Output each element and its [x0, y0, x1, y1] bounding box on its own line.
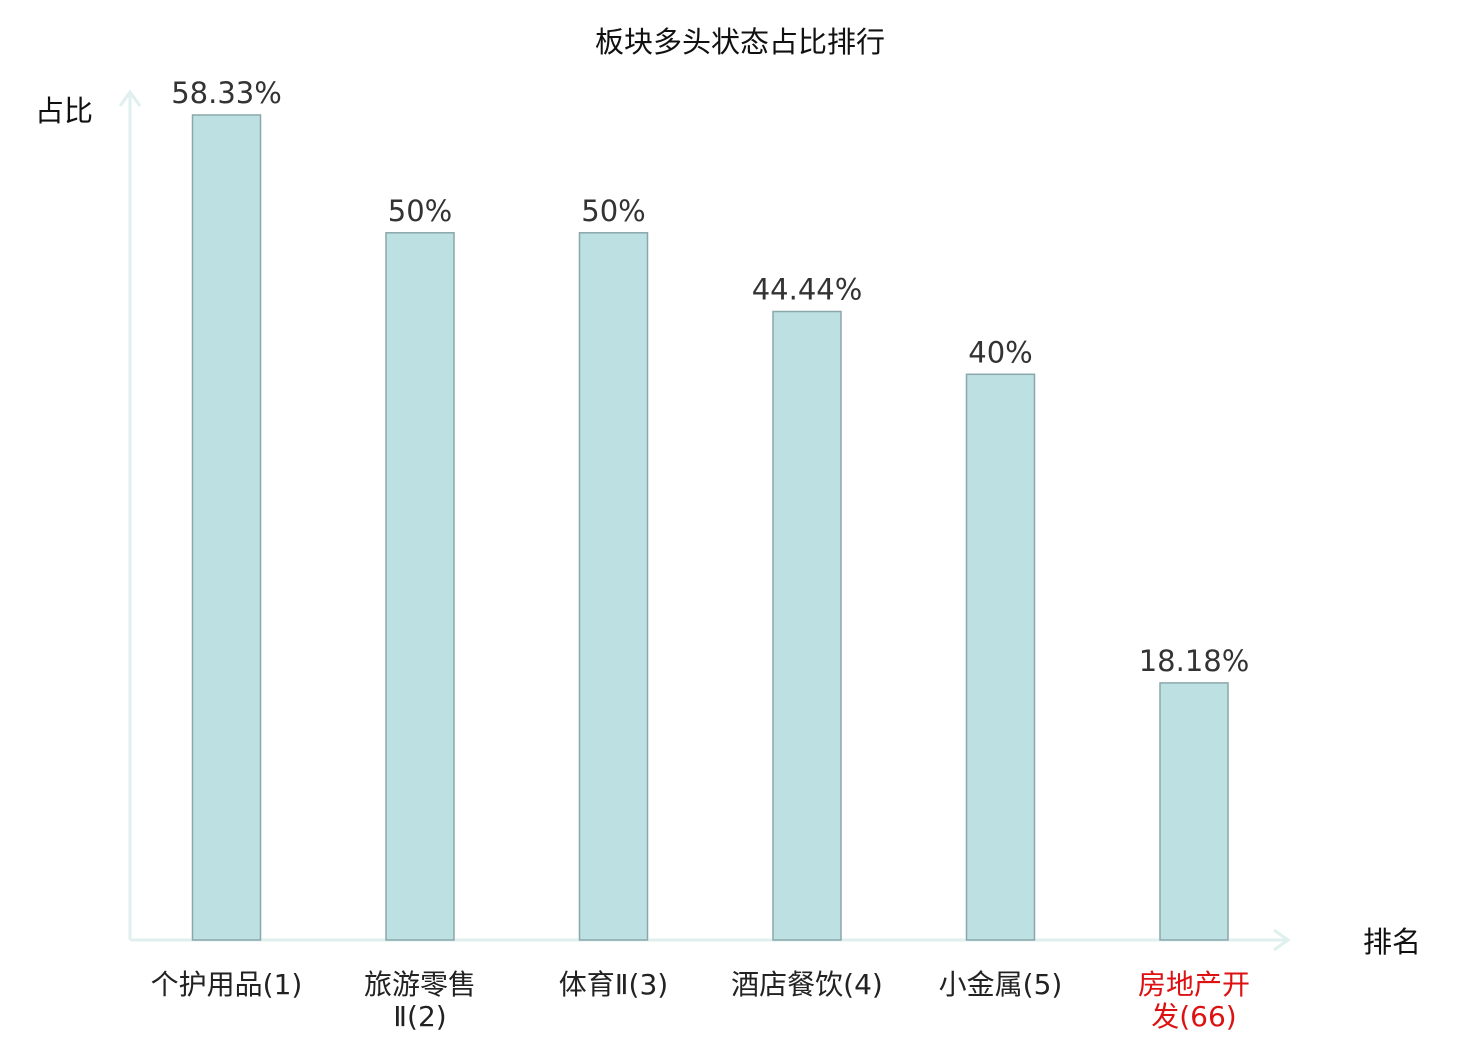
bars: [191, 114, 1229, 941]
x-axis-arrow: [1273, 928, 1291, 952]
y-axis-arrow: [118, 89, 142, 107]
bar: [578, 232, 649, 941]
category-label: 旅游零售 Ⅱ(2): [364, 968, 476, 1033]
category-label: 个护用品(1): [151, 968, 303, 1001]
category-label: 房地产开发(66): [1138, 968, 1250, 1033]
category-label-line: 体育Ⅱ(3): [559, 968, 668, 1001]
axes: [118, 89, 1291, 952]
data-label: 50%: [581, 194, 645, 228]
bar: [1159, 682, 1229, 941]
chart-title: 板块多头状态占比排行: [595, 25, 885, 59]
data-label: 44.44%: [752, 273, 863, 307]
data-label: 50%: [388, 194, 452, 228]
category-label: 体育Ⅱ(3): [559, 968, 668, 1001]
category-labels: 个护用品(1) 旅游零售 Ⅱ(2) 体育Ⅱ(3) 酒店餐饮(4) 小金属(5) 房地产开发(…: [151, 968, 1250, 1033]
data-label: 18.18%: [1139, 644, 1250, 678]
data-labels: 58.33% 50% 50% 44.44% 40% 18.18%: [171, 76, 1249, 678]
category-label-line: 房地产开: [1138, 968, 1250, 1001]
bar: [772, 310, 842, 941]
data-label: 58.33%: [171, 76, 282, 110]
category-label-line: 旅游零售: [364, 968, 476, 1001]
x-axis-title: 排名: [1363, 925, 1421, 959]
category-label: 小金属(5): [939, 968, 1063, 1001]
y-axis-title: 占比: [35, 94, 93, 128]
category-label-line: 酒店餐饮(4): [731, 968, 883, 1001]
category-label-line: Ⅱ(2): [393, 1000, 446, 1033]
category-label-line: 小金属(5): [939, 968, 1063, 1001]
category-label: 酒店餐饮(4): [731, 968, 883, 1001]
category-label-line: 个护用品(1): [151, 968, 303, 1001]
category-label-line: 发(66): [1151, 1000, 1236, 1033]
data-label: 40%: [968, 335, 1032, 369]
bar: [385, 232, 455, 941]
bar: [191, 114, 262, 941]
bar: [965, 373, 1036, 941]
